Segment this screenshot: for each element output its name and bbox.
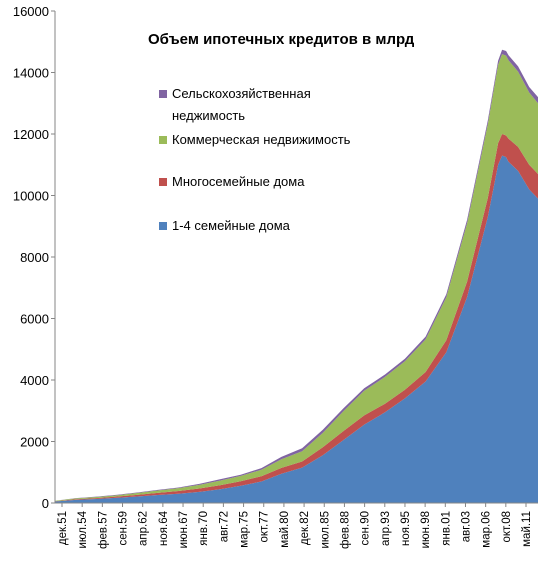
- y-tick-label: 14000: [13, 66, 49, 81]
- x-tick-label: авг.03: [460, 511, 472, 542]
- legend: Сельскохозяйственная неджимость Коммерческ…: [159, 86, 351, 233]
- x-tick-label: дек.82: [299, 511, 311, 545]
- x-tick-label: янв.70: [198, 511, 210, 546]
- x-tick-label: апр.93: [380, 511, 392, 546]
- x-tick-label: июн.67: [178, 511, 190, 548]
- y-tick-label: 12000: [13, 127, 49, 142]
- y-tick-label: 8000: [20, 250, 49, 265]
- x-tick-label: фев.57: [97, 511, 109, 549]
- x-tick-label: сен.90: [360, 511, 372, 545]
- y-axis-ticks: 0 2000 4000 6000 8000 10000 12000 14000 16000: [13, 4, 55, 511]
- x-axis-ticks: дек.51 июл.54 фев.57 сен.59 апр.62 ноя.64 июн.…: [57, 503, 533, 549]
- legend-label: Коммерческая недвижимость: [172, 132, 351, 147]
- x-tick-label: дек.51: [57, 511, 69, 545]
- y-tick-label: 10000: [13, 189, 49, 204]
- x-tick-label: июн.98: [420, 511, 432, 548]
- x-tick-label: июл.85: [319, 511, 331, 549]
- x-tick-label: окт.77: [259, 511, 271, 543]
- x-tick-label: ноя.64: [158, 510, 170, 546]
- legend-label: неджимость: [172, 108, 245, 123]
- stacked-areas: [55, 49, 538, 503]
- area-series-0: [55, 155, 538, 503]
- x-tick-label: окт.08: [501, 511, 513, 543]
- x-tick-label: май.11: [521, 511, 533, 547]
- legend-label: Многосемейные дома: [172, 174, 305, 189]
- x-tick-label: авг.72: [218, 511, 230, 542]
- x-tick-label: мар.75: [239, 511, 251, 548]
- legend-label: 1-4 семейные дома: [172, 218, 291, 233]
- x-tick-label: мар.06: [481, 511, 493, 548]
- y-tick-label: 4000: [20, 373, 49, 388]
- x-tick-label: сен.59: [118, 511, 130, 545]
- legend-label: Сельскохозяйственная: [172, 86, 311, 101]
- legend-swatch: [159, 90, 167, 98]
- x-tick-label: июл.54: [77, 510, 89, 548]
- y-tick-label: 16000: [13, 4, 49, 19]
- legend-swatch: [159, 136, 167, 144]
- x-tick-label: апр.62: [138, 511, 150, 546]
- chart-title: Объем ипотечных кредитов в млрд: [148, 31, 415, 48]
- legend-swatch: [159, 178, 167, 186]
- y-tick-label: 2000: [20, 435, 49, 450]
- y-tick-label: 6000: [20, 312, 49, 327]
- legend-swatch: [159, 222, 167, 230]
- y-tick-label: 0: [42, 496, 49, 511]
- x-tick-label: янв.01: [440, 511, 452, 546]
- x-tick-label: ноя.95: [400, 511, 412, 546]
- x-tick-label: май.80: [279, 511, 291, 548]
- x-tick-label: фев.88: [339, 511, 351, 549]
